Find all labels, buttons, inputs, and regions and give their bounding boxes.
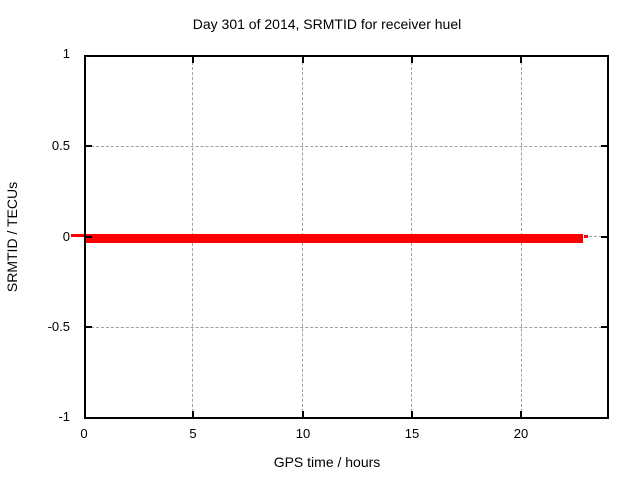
tick-bottom-15 xyxy=(411,411,413,417)
tick-bottom-5 xyxy=(192,411,194,417)
tick-top-15 xyxy=(411,57,413,63)
tick-top-10 xyxy=(302,57,304,63)
tick-top-20 xyxy=(520,57,522,63)
series-line-srmtid xyxy=(84,234,583,243)
tick-right-neg0p5 xyxy=(601,326,607,328)
x-tick-label-5: 5 xyxy=(189,426,197,441)
series-line-left-dash xyxy=(71,234,84,237)
chart-title: Day 301 of 2014, SRMTID for receiver hue… xyxy=(192,16,462,32)
y-axis-label-text: SRMTID / TECUs xyxy=(4,181,20,293)
tick-bottom-20 xyxy=(520,411,522,417)
tick-left-0 xyxy=(86,236,92,238)
tick-right-0p5 xyxy=(601,145,607,147)
tick-top-5 xyxy=(192,57,194,63)
gridline-y-neg0p5 xyxy=(86,327,607,328)
y-tick-label-neg0p5: -0.5 xyxy=(47,319,70,334)
tick-left-0p5 xyxy=(86,145,92,147)
tick-left-neg0p5 xyxy=(86,326,92,328)
x-axis-label: GPS time / hours xyxy=(273,454,381,470)
x-tick-label-10: 10 xyxy=(295,426,311,441)
x-tick-label-15: 15 xyxy=(404,426,420,441)
y-tick-label-1: 1 xyxy=(62,46,70,61)
y-tick-label-0: 0 xyxy=(62,229,70,244)
gridline-y-0p5 xyxy=(86,146,607,147)
x-tick-label-20: 20 xyxy=(513,426,529,441)
y-tick-label-0p5: 0.5 xyxy=(51,138,70,153)
x-tick-label-0: 0 xyxy=(80,426,88,441)
series-line-end-dash xyxy=(584,235,588,238)
plot-area-border xyxy=(84,55,609,419)
tick-bottom-10 xyxy=(302,411,304,417)
tick-right-0 xyxy=(601,236,607,238)
y-tick-label-neg1: -1 xyxy=(58,409,70,424)
